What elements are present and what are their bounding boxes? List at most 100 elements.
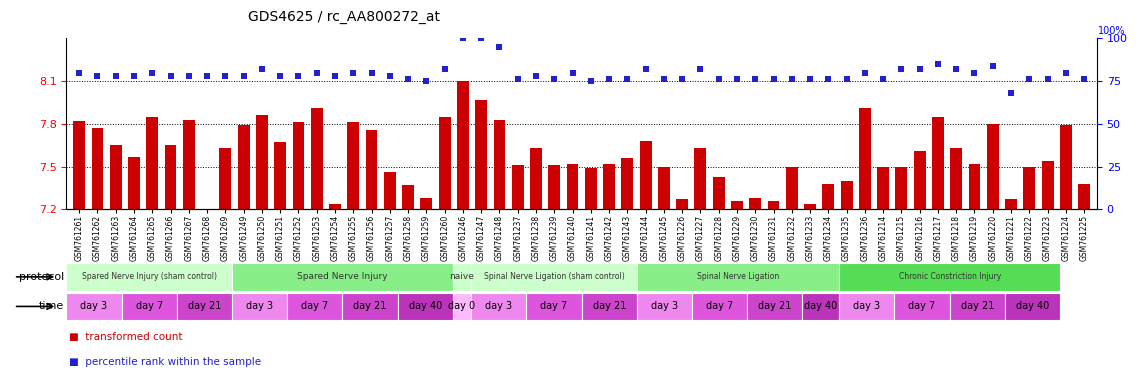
Point xyxy=(819,76,837,83)
Point xyxy=(216,73,235,79)
Point xyxy=(600,76,618,83)
Point xyxy=(527,73,545,79)
Point xyxy=(453,35,472,41)
Point xyxy=(417,78,435,84)
Bar xyxy=(1042,161,1053,209)
Point xyxy=(490,44,508,50)
Text: day 7: day 7 xyxy=(908,301,935,311)
Bar xyxy=(530,148,542,209)
Point xyxy=(1020,76,1039,83)
Text: 100%: 100% xyxy=(1098,26,1126,36)
Point xyxy=(545,76,563,83)
Bar xyxy=(347,122,360,209)
Text: day 21: day 21 xyxy=(758,301,791,311)
Text: day 3: day 3 xyxy=(80,301,108,311)
Bar xyxy=(767,201,780,209)
Point xyxy=(984,63,1002,69)
Point xyxy=(765,76,783,83)
Text: Chronic Constriction Injury: Chronic Constriction Injury xyxy=(899,272,1001,281)
Point xyxy=(800,76,819,83)
Point xyxy=(655,76,673,83)
Bar xyxy=(712,177,725,209)
Point xyxy=(143,70,161,76)
Bar xyxy=(585,168,597,209)
Bar xyxy=(987,124,998,209)
Text: day 3: day 3 xyxy=(650,301,678,311)
Text: ■  percentile rank within the sample: ■ percentile rank within the sample xyxy=(69,357,261,367)
Bar xyxy=(548,165,560,209)
Point xyxy=(380,73,398,79)
Point xyxy=(398,76,417,83)
Point xyxy=(855,70,874,76)
Bar xyxy=(622,158,633,209)
Text: time: time xyxy=(39,301,64,311)
Bar xyxy=(932,117,943,209)
Point xyxy=(1039,76,1057,83)
Bar xyxy=(475,99,487,209)
Point xyxy=(508,76,527,83)
Bar xyxy=(147,117,158,209)
Text: ■  transformed count: ■ transformed count xyxy=(69,332,182,342)
Point xyxy=(965,70,984,76)
Bar xyxy=(512,165,523,209)
Bar xyxy=(256,115,268,209)
Bar xyxy=(1024,167,1035,209)
Point xyxy=(198,73,216,79)
Point xyxy=(947,66,965,72)
Bar xyxy=(220,148,231,209)
Bar xyxy=(493,119,505,209)
Text: day 21: day 21 xyxy=(188,301,221,311)
Bar xyxy=(658,167,670,209)
Bar xyxy=(603,164,615,209)
Bar xyxy=(329,204,341,209)
Point xyxy=(362,70,380,76)
Text: day 3: day 3 xyxy=(485,301,513,311)
Text: day 21: day 21 xyxy=(593,301,626,311)
Text: day 3: day 3 xyxy=(853,301,881,311)
Bar xyxy=(877,167,889,209)
Point xyxy=(747,76,765,83)
Bar xyxy=(110,145,121,209)
Bar xyxy=(292,122,305,209)
Point xyxy=(910,66,929,72)
Point xyxy=(728,76,747,83)
Bar xyxy=(92,128,103,209)
Bar xyxy=(840,181,853,209)
Point xyxy=(692,66,710,72)
Point xyxy=(710,76,728,83)
Point xyxy=(892,66,910,72)
Text: day 7: day 7 xyxy=(135,301,163,311)
Point xyxy=(180,73,198,79)
Point xyxy=(326,73,345,79)
Point xyxy=(106,73,125,79)
Text: GDS4625 / rc_AA800272_at: GDS4625 / rc_AA800272_at xyxy=(247,10,440,23)
Point xyxy=(582,78,600,84)
Bar xyxy=(384,172,396,209)
Bar xyxy=(640,141,652,209)
Point xyxy=(1002,90,1020,96)
Text: day 40: day 40 xyxy=(804,301,837,311)
Text: Spinal Nerve Ligation: Spinal Nerve Ligation xyxy=(697,272,780,281)
Point xyxy=(308,70,326,76)
Bar xyxy=(275,142,286,209)
Bar xyxy=(677,199,688,209)
Text: Spared Nerve Injury: Spared Nerve Injury xyxy=(297,272,388,281)
Bar xyxy=(731,201,743,209)
Text: naive: naive xyxy=(450,272,474,281)
Point xyxy=(88,73,106,79)
Point xyxy=(783,76,802,83)
Bar xyxy=(895,167,907,209)
Text: protocol: protocol xyxy=(18,272,64,282)
Bar xyxy=(402,185,414,209)
Bar xyxy=(238,125,250,209)
Bar xyxy=(1005,199,1017,209)
Point xyxy=(271,73,290,79)
Bar xyxy=(695,148,706,209)
Point xyxy=(929,61,947,67)
Point xyxy=(1057,70,1075,76)
Point xyxy=(673,76,692,83)
Text: day 21: day 21 xyxy=(961,301,994,311)
Text: day 40: day 40 xyxy=(409,301,442,311)
Point xyxy=(874,76,892,83)
Bar xyxy=(73,121,85,209)
